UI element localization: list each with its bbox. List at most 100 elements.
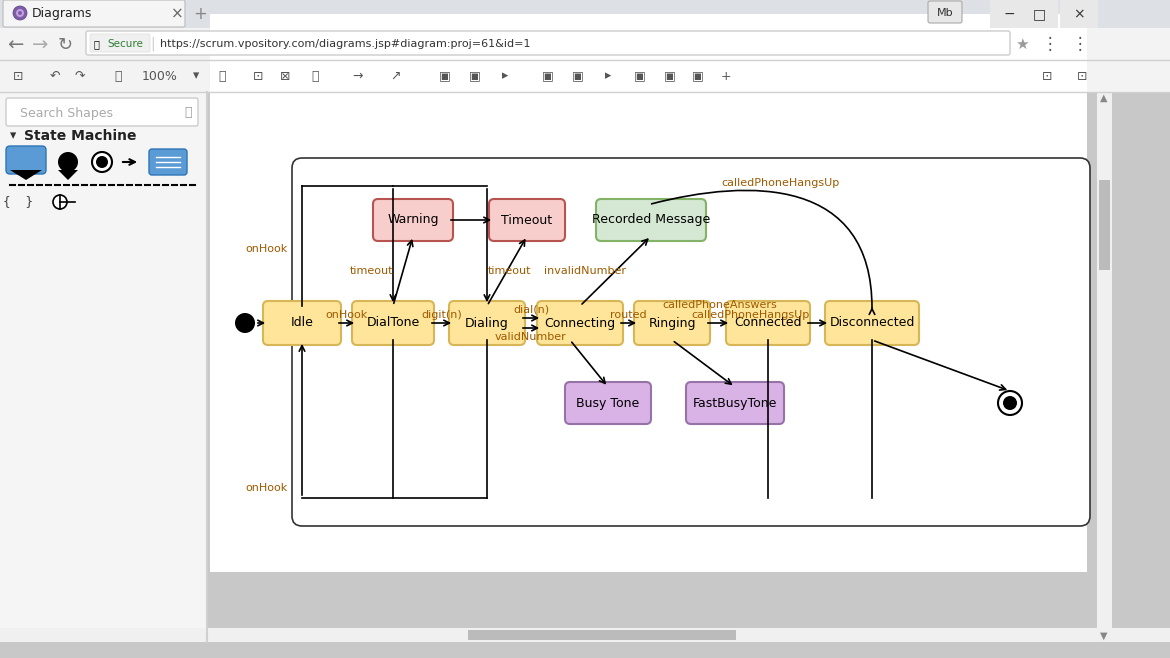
Text: →: → — [32, 36, 48, 55]
Text: +: + — [193, 5, 207, 23]
Text: Secure: Secure — [106, 39, 143, 49]
Text: ▣: ▣ — [572, 70, 584, 82]
Text: Search Shapes: Search Shapes — [20, 107, 113, 120]
Text: Ringing: Ringing — [648, 316, 696, 330]
Text: 100%: 100% — [142, 70, 178, 82]
Bar — [0, 628, 1170, 642]
Text: routed: routed — [611, 310, 647, 320]
Text: digit(n): digit(n) — [421, 310, 462, 320]
Text: ⊡: ⊡ — [253, 70, 263, 82]
Bar — [0, 60, 1170, 92]
Circle shape — [92, 152, 112, 172]
FancyBboxPatch shape — [149, 149, 187, 175]
Text: □: □ — [1032, 7, 1046, 21]
FancyBboxPatch shape — [928, 1, 962, 23]
Text: DialTone: DialTone — [366, 316, 420, 330]
Text: Recorded Message: Recorded Message — [592, 213, 710, 226]
Text: onHook: onHook — [325, 310, 367, 320]
Text: onHook: onHook — [246, 483, 288, 493]
Text: ▣: ▣ — [439, 70, 450, 82]
Text: Timeout: Timeout — [502, 213, 552, 226]
Text: ↗: ↗ — [390, 70, 400, 82]
Text: State Machine: State Machine — [25, 129, 137, 143]
Text: FastBusyTone: FastBusyTone — [693, 397, 777, 409]
Bar — [0, 92, 207, 642]
Circle shape — [235, 313, 255, 333]
Polygon shape — [11, 170, 42, 180]
Bar — [990, 0, 1028, 28]
Bar — [209, 14, 1087, 572]
FancyBboxPatch shape — [489, 199, 565, 241]
FancyBboxPatch shape — [4, 0, 185, 27]
FancyBboxPatch shape — [537, 301, 622, 345]
Text: Idle: Idle — [290, 316, 314, 330]
Text: ⊡: ⊡ — [1041, 70, 1052, 82]
Text: dial(n): dial(n) — [512, 304, 549, 314]
Text: 🔍: 🔍 — [115, 70, 122, 82]
Text: ⊡: ⊡ — [1076, 70, 1087, 82]
Polygon shape — [58, 170, 78, 180]
Circle shape — [1003, 396, 1017, 410]
FancyBboxPatch shape — [596, 199, 706, 241]
FancyBboxPatch shape — [727, 301, 810, 345]
Text: {  }: { } — [4, 195, 33, 209]
Text: timeout: timeout — [350, 266, 393, 276]
Text: Dialing: Dialing — [466, 316, 509, 330]
Circle shape — [16, 9, 25, 17]
Text: Warning: Warning — [387, 213, 439, 226]
Text: ←: ← — [7, 36, 23, 55]
FancyBboxPatch shape — [87, 31, 1010, 55]
Circle shape — [18, 11, 22, 15]
Text: ▲: ▲ — [1100, 93, 1108, 103]
Text: −: − — [1003, 7, 1014, 21]
Text: ×: × — [171, 7, 184, 22]
Circle shape — [998, 391, 1023, 415]
Text: Diagrams: Diagrams — [32, 7, 92, 20]
Text: 🔍: 🔍 — [219, 70, 226, 82]
Text: 🔍: 🔍 — [184, 107, 192, 120]
Circle shape — [53, 195, 67, 209]
Text: calledPhoneAnswers: calledPhoneAnswers — [662, 300, 777, 310]
Text: 🗑: 🗑 — [311, 70, 318, 82]
FancyBboxPatch shape — [686, 382, 784, 424]
Bar — [1020, 0, 1058, 28]
Text: calledPhoneHangsUp: calledPhoneHangsUp — [721, 178, 839, 188]
FancyBboxPatch shape — [565, 382, 651, 424]
FancyBboxPatch shape — [6, 98, 198, 126]
Text: calledPhoneHangsUp: calledPhoneHangsUp — [690, 310, 810, 320]
Bar — [1097, 92, 1112, 642]
Text: ↶: ↶ — [50, 70, 60, 82]
FancyBboxPatch shape — [449, 301, 525, 345]
Text: ▸: ▸ — [502, 70, 508, 82]
Text: ↻: ↻ — [57, 36, 73, 54]
Text: →: → — [352, 70, 363, 82]
Bar — [1099, 180, 1110, 270]
Text: ▾: ▾ — [193, 70, 199, 82]
Text: |: | — [151, 37, 156, 51]
FancyBboxPatch shape — [292, 158, 1090, 526]
Text: ▣: ▣ — [665, 70, 676, 82]
FancyBboxPatch shape — [6, 146, 46, 174]
Text: invalidNumber: invalidNumber — [544, 266, 626, 276]
Text: ▣: ▣ — [634, 70, 646, 82]
Circle shape — [13, 6, 27, 20]
Text: Connecting: Connecting — [544, 316, 615, 330]
Text: ×: × — [1073, 7, 1085, 21]
Text: ▣: ▣ — [469, 70, 481, 82]
Text: timeout: timeout — [487, 266, 531, 276]
FancyBboxPatch shape — [352, 301, 434, 345]
Text: ⋮: ⋮ — [1041, 35, 1059, 53]
Bar — [468, 630, 736, 640]
Text: ⊠: ⊠ — [280, 70, 290, 82]
Text: ▣: ▣ — [693, 70, 704, 82]
Text: onHook: onHook — [246, 245, 288, 255]
Text: Mb: Mb — [937, 8, 954, 18]
Text: ▸: ▸ — [605, 70, 611, 82]
Bar — [1060, 0, 1097, 28]
FancyBboxPatch shape — [634, 301, 710, 345]
Text: ▣: ▣ — [542, 70, 553, 82]
Text: +: + — [721, 70, 731, 82]
Text: 🔒: 🔒 — [94, 39, 99, 49]
Text: Disconnected: Disconnected — [830, 316, 915, 330]
Text: ▼: ▼ — [1100, 631, 1108, 641]
